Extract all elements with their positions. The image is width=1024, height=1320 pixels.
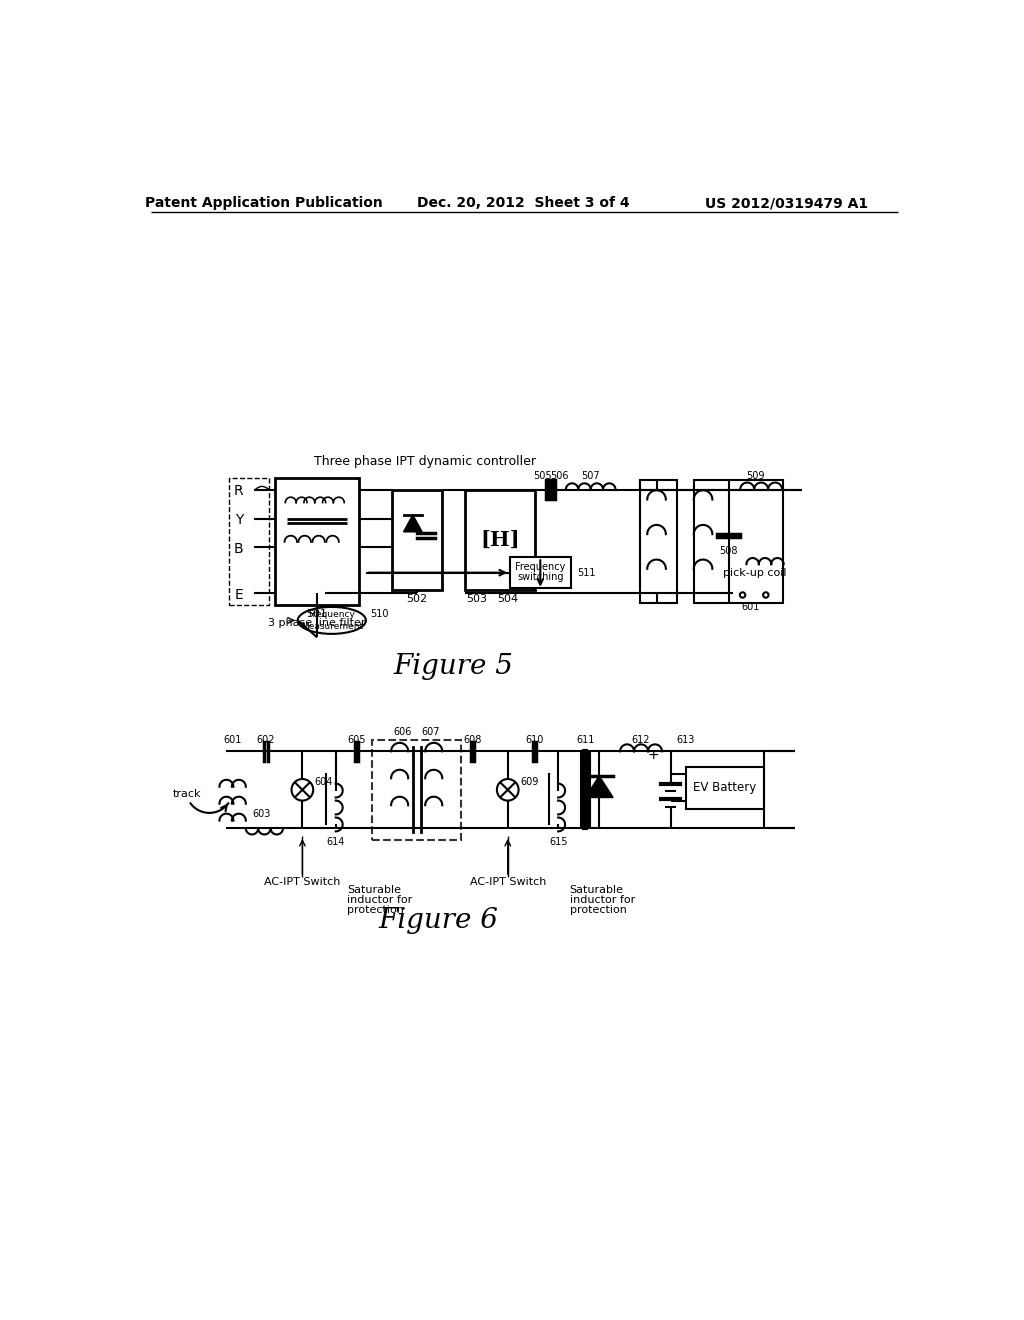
Text: 509: 509 (746, 471, 765, 480)
Text: Frequency: Frequency (515, 561, 565, 572)
Bar (275, 478, 359, 605)
Text: 504: 504 (498, 594, 518, 603)
Text: Figure 6: Figure 6 (378, 907, 498, 935)
Text: 503: 503 (466, 594, 487, 603)
Text: B: B (234, 541, 244, 556)
Bar (510, 557, 570, 589)
Text: inductor for: inductor for (347, 895, 413, 906)
Text: 510: 510 (371, 610, 389, 619)
Text: Frequency: Frequency (308, 610, 355, 619)
Bar (693, 480, 783, 603)
Text: 610: 610 (525, 735, 544, 744)
Bar (372, 739, 461, 840)
Bar (640, 480, 677, 603)
Text: E: E (234, 587, 244, 602)
Text: 604: 604 (314, 777, 333, 787)
Bar (465, 490, 535, 590)
Text: Figure 5: Figure 5 (393, 653, 513, 680)
Text: 502: 502 (407, 594, 427, 603)
Text: 501: 501 (306, 610, 328, 619)
Text: 602: 602 (257, 735, 275, 744)
Text: 611: 611 (577, 735, 595, 744)
Text: protection: protection (569, 906, 627, 915)
Text: Y: Y (234, 513, 243, 527)
Text: 511: 511 (577, 568, 595, 578)
Text: AC-IPT Switch: AC-IPT Switch (470, 878, 546, 887)
Text: switching: switching (517, 573, 563, 582)
Text: Saturable: Saturable (569, 884, 624, 895)
Text: track: track (173, 788, 202, 799)
Text: 505: 505 (534, 471, 552, 480)
Text: 612: 612 (632, 735, 650, 744)
Text: inductor for: inductor for (569, 895, 635, 906)
Text: Patent Application Publication: Patent Application Publication (144, 197, 383, 210)
Text: 607: 607 (422, 727, 440, 737)
Text: 614: 614 (327, 837, 345, 847)
Text: 606: 606 (393, 727, 412, 737)
Text: 613: 613 (677, 735, 695, 744)
Text: pick-up coil: pick-up coil (723, 569, 786, 578)
Text: 615: 615 (549, 837, 567, 847)
Text: Dec. 20, 2012  Sheet 3 of 4: Dec. 20, 2012 Sheet 3 of 4 (417, 197, 630, 210)
Text: 506: 506 (551, 471, 569, 480)
Text: 3 phase line filter: 3 phase line filter (268, 619, 366, 628)
Text: 601: 601 (741, 602, 760, 611)
Text: R: R (234, 484, 244, 498)
Bar (686, 767, 764, 809)
Text: US 2012/0319479 A1: US 2012/0319479 A1 (706, 197, 868, 210)
Text: [H]: [H] (480, 529, 520, 549)
Bar (228, 478, 269, 605)
Text: AC-IPT Switch: AC-IPT Switch (264, 878, 341, 887)
Text: EV Battery: EV Battery (693, 781, 757, 795)
Polygon shape (403, 515, 422, 532)
Text: 608: 608 (464, 735, 482, 744)
Text: Saturable: Saturable (347, 884, 401, 895)
Text: 508: 508 (720, 546, 738, 556)
Text: 603: 603 (252, 809, 270, 820)
Text: 605: 605 (347, 735, 366, 744)
Text: protection: protection (347, 906, 404, 915)
Polygon shape (586, 776, 613, 797)
Text: +: + (647, 748, 659, 762)
Text: 609: 609 (520, 777, 539, 787)
Text: Measurement: Measurement (301, 622, 362, 631)
Text: 507: 507 (582, 471, 600, 480)
Text: 601: 601 (223, 735, 242, 744)
Text: Three phase IPT dynamic controller: Three phase IPT dynamic controller (314, 454, 536, 467)
Bar (391, 490, 442, 590)
